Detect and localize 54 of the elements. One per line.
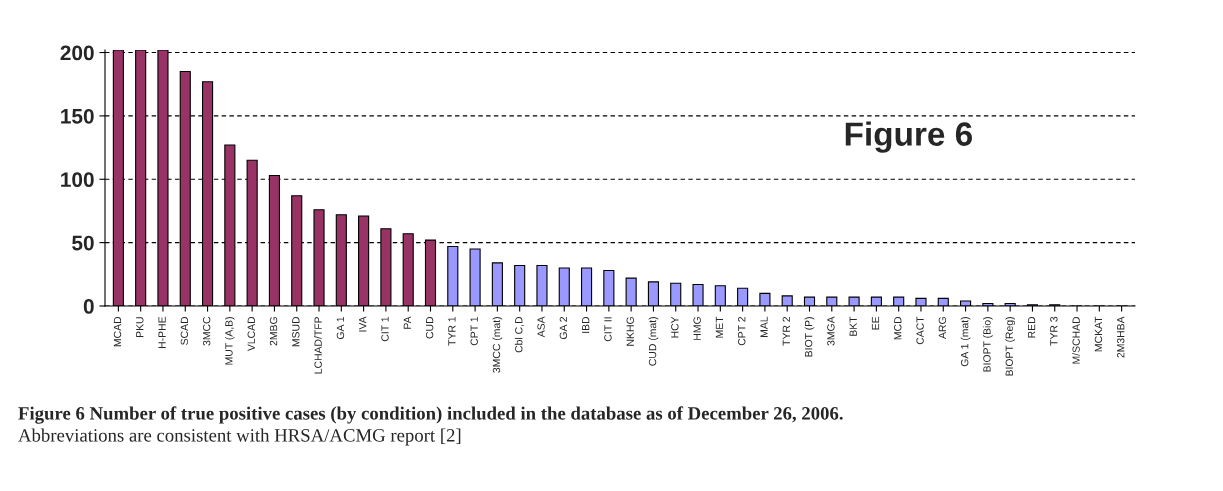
x-tick-label: BIOPT (Bio): [983, 317, 993, 372]
x-tick-label: ASA: [537, 316, 545, 338]
x-tick-label: TYR 2: [782, 316, 790, 346]
text: Abbreviations are consistent with HRSA/ACMG report [2]: [18, 428, 461, 446]
x-tick-label: CIT II: [604, 317, 612, 342]
x-tick-label: MCD: [894, 316, 902, 340]
x-tick-label: MCAD: [113, 316, 122, 347]
x-tick-label: TYR 1: [448, 316, 456, 346]
x-tick-label: CPT 2: [738, 316, 746, 346]
x-tick-label: LCHAD/TFP: [314, 316, 322, 374]
x-tick-label: 3MCC: [202, 316, 211, 346]
x-tick-label: MAL: [760, 316, 768, 337]
x-tick-label: Cbl C,D: [514, 316, 524, 353]
x-tick-label: CIT 1: [381, 316, 389, 342]
x-tick-label: GA 2: [559, 316, 568, 340]
x-tick-label: EE: [871, 316, 880, 330]
y-tick-label: 200: [60, 45, 94, 61]
x-tick-label: VLCAD: [247, 316, 255, 352]
x-tick-label: 2MBG: [269, 317, 278, 346]
x-tick-label: GA 1: [336, 316, 345, 340]
x-tick-label: PA: [403, 316, 411, 329]
x-tick-label: 3MCC (mat): [492, 317, 503, 373]
x-tick-label: BIOPT (Reg): [1005, 317, 1016, 376]
annotation: Figure 6: [845, 121, 973, 153]
y-tick-label: 150: [61, 108, 94, 124]
x-tick-label: CACT: [916, 316, 924, 345]
x-tick-label: MET: [715, 316, 724, 338]
x-tick-label: TYR 3: [1050, 316, 1058, 346]
x-tick-label: CUD: [425, 316, 434, 339]
y-tick-label: 0: [83, 299, 94, 314]
x-tick-label: MCKAT: [1094, 316, 1103, 352]
x-tick-label: SCAD: [180, 316, 189, 345]
x-tick-label: M/SCHAD: [1072, 316, 1080, 364]
caption: Figure 6 Number of true positive cases (by condition) included in the database as of December 26, 2006.: [18, 406, 843, 424]
x-tick-label: IVA: [359, 316, 367, 332]
x-tick-label: CUD (mat): [648, 317, 659, 366]
x-tick-label: BIOT (P): [804, 317, 815, 357]
x-tick-label: RED: [1027, 316, 1036, 338]
x-tick-label: MUT (A,B): [224, 317, 235, 365]
y-tick-label: 50: [72, 235, 94, 251]
x-tick-label: PKU: [136, 317, 144, 337]
x-tick-label: HMG: [693, 317, 701, 340]
x-tick-label: HCY: [671, 316, 679, 338]
x-tick-label: MSUD: [292, 316, 300, 347]
x-tick-label: 3MGA: [827, 316, 835, 346]
x-tick-label: 2M3HBA: [1117, 316, 1125, 358]
x-tick-label: CPT 1: [470, 316, 478, 346]
x-tick-label: IBD: [582, 316, 590, 333]
x-tick-label: H-PHE: [158, 316, 166, 348]
x-tick-label: GA 1 (mat): [960, 317, 971, 367]
y-tick-label: 100: [61, 172, 94, 188]
x-tick-label: NKHG: [626, 317, 634, 346]
x-tick-label: BKT: [849, 316, 857, 336]
x-tick-label: ARG: [938, 317, 947, 339]
